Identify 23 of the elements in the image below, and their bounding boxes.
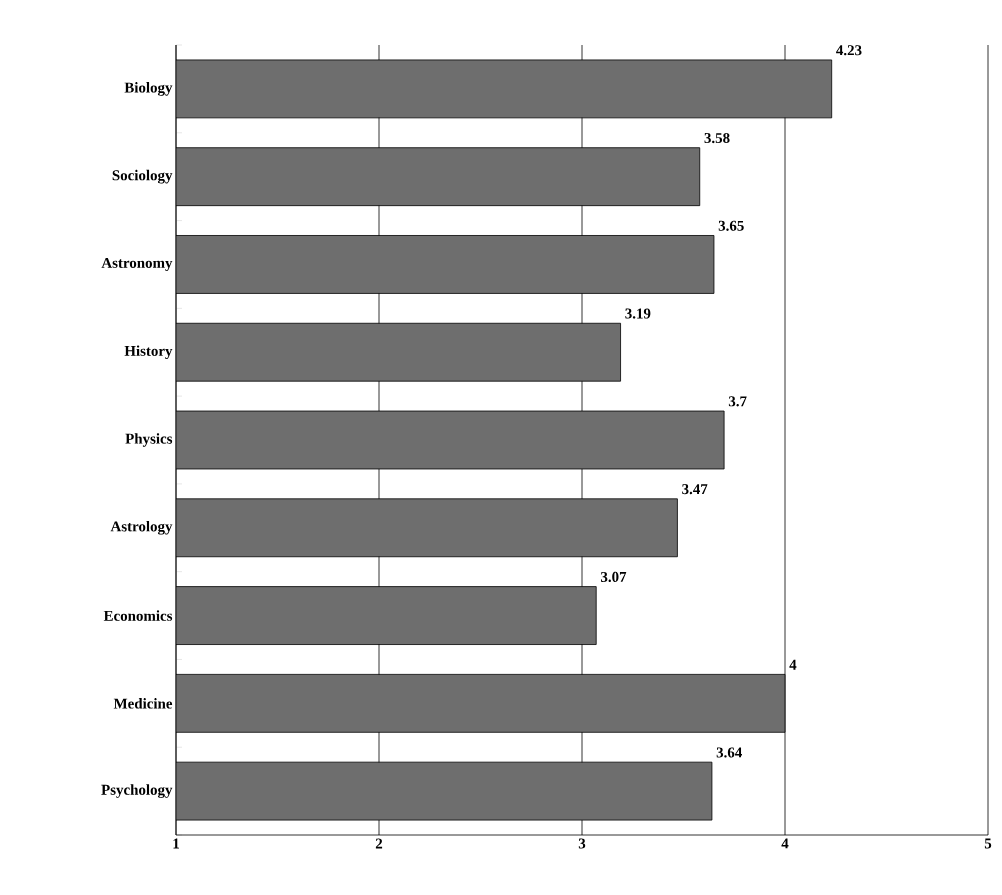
data-label: 4: [789, 659, 797, 670]
data-label: 3.58: [704, 132, 730, 144]
data-label: 4.23: [836, 45, 862, 56]
y-tick-label: Sociology: [112, 169, 173, 184]
y-tick-label: Biology: [124, 82, 173, 96]
y-tick-label: Astronomy: [101, 257, 173, 271]
data-label: 3.64: [716, 747, 742, 758]
x-tick-label: 5: [984, 838, 992, 849]
x-tick-label: 1: [173, 838, 179, 849]
y-tick-label: Economics: [103, 610, 173, 621]
data-label: 3.47: [682, 484, 708, 495]
y-tick-label: Physics: [125, 433, 173, 447]
data-label: 3.7: [728, 396, 747, 407]
y-tick-label: Medicine: [113, 698, 173, 709]
data-label: 3.65: [718, 220, 744, 231]
x-tick-label: 2: [375, 838, 383, 849]
data-label: 3.07: [600, 571, 627, 583]
data-label: 3.19: [625, 308, 651, 319]
x-tick-label: 4: [781, 838, 789, 849]
y-tick-label: Astrology: [110, 520, 173, 535]
y-tick-label: History: [124, 345, 173, 360]
y-tick-label: Psychology: [101, 784, 173, 798]
x-tick-label: 3: [578, 838, 586, 849]
